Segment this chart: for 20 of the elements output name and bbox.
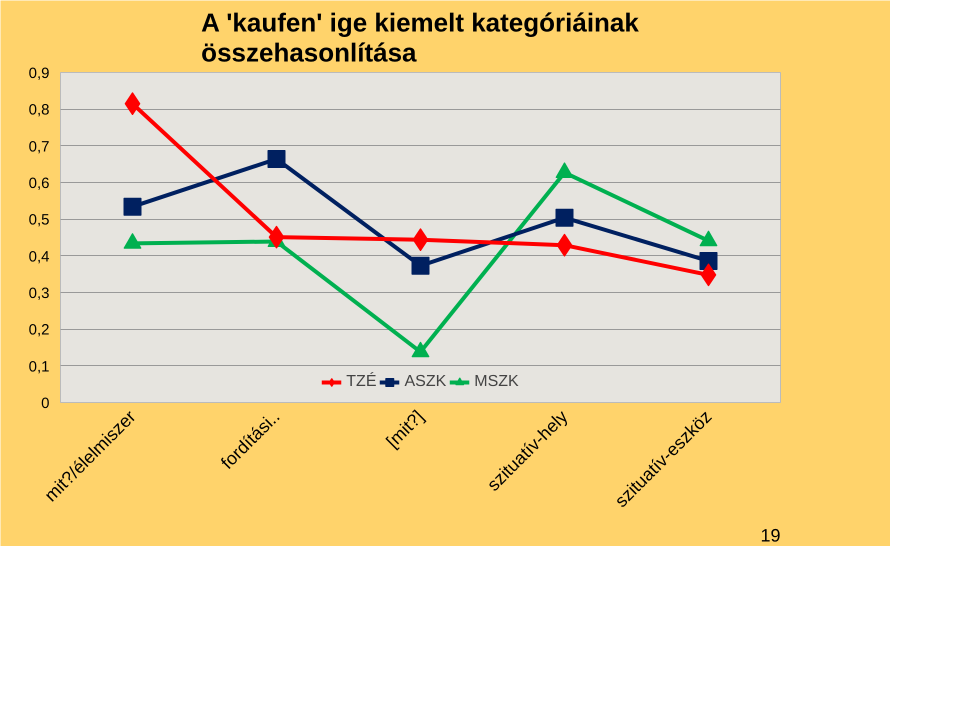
- y-tick-label: 0,8: [28, 102, 50, 119]
- text: 19: [760, 526, 781, 546]
- legend-label: ASZK: [404, 373, 446, 391]
- y-tick-label: 0,4: [28, 248, 50, 266]
- y-tick-label: 0,5: [28, 212, 50, 229]
- y-tick-label: 0,6: [28, 175, 50, 192]
- y-tick-label: 0,2: [28, 322, 50, 339]
- y-tick-label: 0: [41, 395, 50, 412]
- point: [124, 198, 142, 216]
- legend-label: MSZK: [474, 373, 519, 391]
- point: [700, 252, 718, 270]
- chart-title: A 'kaufen' ige kiemelt kategóriáinak összehasonlítása: [201, 8, 640, 68]
- point: [268, 150, 286, 168]
- point: [412, 256, 430, 275]
- y-tick-label: 0,9: [28, 65, 50, 82]
- y-tick-label: 0,1: [28, 358, 50, 376]
- y-tick-label: 0,7: [28, 138, 50, 156]
- y-tick-label: 0,3: [28, 285, 50, 302]
- point: [556, 208, 574, 227]
- legend-label: TZÉ: [346, 373, 376, 391]
